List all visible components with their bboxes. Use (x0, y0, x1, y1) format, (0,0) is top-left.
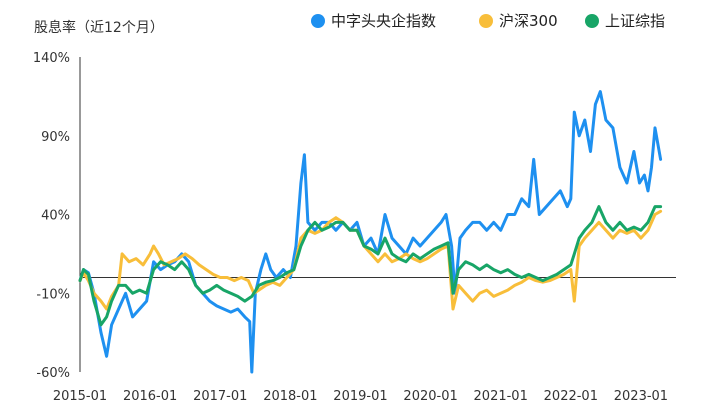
x-tick-label: 2019-01 (333, 389, 387, 404)
legend-label: 沪深300 (499, 12, 558, 30)
series-line-2 (78, 205, 663, 327)
x-tick-label: 2018-01 (263, 389, 317, 404)
series-line-0 (78, 90, 663, 374)
y-tick-label: -60% (36, 366, 70, 381)
y-tick-label: 90% (41, 130, 70, 145)
x-tick-label: 2023-01 (614, 389, 668, 404)
y-axis-ticks: 140% 90% 40% -10% -60% (33, 51, 70, 381)
y-tick-label: 40% (41, 209, 70, 224)
chart-title: 股息率（近12个月） (34, 19, 164, 36)
legend-swatch (479, 14, 493, 28)
legend-item: 沪深300 (479, 12, 558, 30)
legend-label: 上证综指 (605, 12, 665, 30)
x-axis-ticks: 2015-01 2016-01 2017-01 2018-01 2019-01 2020-… (53, 389, 668, 404)
y-tick-label: -10% (36, 287, 70, 302)
legend-label: 中字头央企指数 (331, 12, 436, 30)
y-tick-label: 140% (33, 51, 70, 66)
legend-item: 上证综指 (585, 12, 665, 30)
x-tick-label: 2022-01 (544, 389, 598, 404)
legend-swatch (311, 14, 325, 28)
legend-item: 中字头央企指数 (311, 12, 436, 30)
x-tick-label: 2021-01 (474, 389, 528, 404)
legend: 中字头央企指数 沪深300 上证综指 (311, 12, 665, 30)
legend-swatch (585, 14, 599, 28)
x-tick-label: 2015-01 (53, 389, 107, 404)
x-tick-label: 2020-01 (403, 389, 457, 404)
x-tick-label: 2016-01 (123, 389, 177, 404)
x-tick-label: 2017-01 (193, 389, 247, 404)
series-layer (78, 90, 663, 374)
